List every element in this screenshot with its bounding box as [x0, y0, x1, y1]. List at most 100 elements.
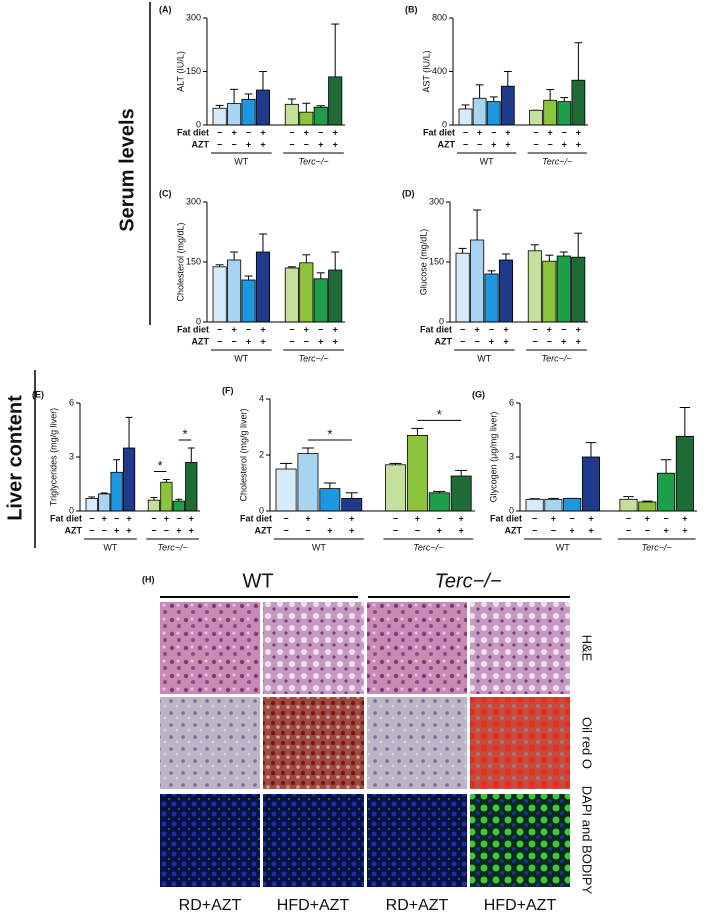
factor-label: AZT [65, 525, 83, 535]
factor-sign: + [231, 324, 236, 334]
micrograph [367, 697, 467, 789]
factor-sign: − [114, 513, 119, 523]
group-label: WT [103, 542, 117, 552]
factor-sign: + [505, 139, 510, 149]
micrograph [160, 697, 260, 789]
panel-label: (E) [32, 389, 44, 399]
bar [529, 109, 543, 126]
panel-label: (B) [405, 4, 418, 14]
factor-sign: + [576, 324, 581, 334]
bar [484, 273, 499, 323]
factor-sign: − [561, 324, 566, 334]
factor-sign: − [246, 127, 251, 137]
bar [525, 498, 544, 512]
bar [212, 266, 227, 323]
y-tick-label: 6 [509, 397, 514, 407]
y-tick-label: 300 [186, 196, 201, 206]
bar [406, 434, 428, 512]
y-axis-label: Glycogen (μg/mg liver) [488, 412, 498, 503]
factor-sign: + [491, 139, 496, 149]
factor-sign: + [333, 336, 338, 346]
group-label: WT [242, 570, 273, 592]
factor-sign: − [626, 525, 631, 535]
factor-label: AZT [192, 139, 210, 149]
bar [341, 497, 363, 512]
group-label: WT [477, 353, 491, 363]
factor-sign: + [318, 139, 323, 149]
stain-label: DAPI and BODIPY [580, 786, 595, 895]
factor-sign: + [246, 139, 251, 149]
group-label: WT [234, 156, 248, 166]
micrograph [470, 794, 570, 887]
panel-label: (H) [142, 574, 155, 584]
factor-sign: + [489, 336, 494, 346]
bar [313, 106, 328, 126]
factor-sign: + [304, 127, 309, 137]
factor-sign: − [491, 127, 496, 137]
factor-sign: − [283, 513, 288, 523]
condition-label: HFD+AZT [277, 897, 350, 914]
factor-sign: − [305, 525, 310, 535]
factor-sign: − [463, 127, 468, 137]
bar [556, 255, 571, 323]
y-tick-label: 0 [69, 505, 74, 515]
factor-sign: − [102, 525, 107, 535]
micrograph [160, 602, 260, 694]
factor-sign: − [393, 513, 398, 523]
micrograph [367, 794, 467, 887]
bar [571, 256, 586, 323]
factor-sign: − [532, 525, 537, 535]
factor-sign: + [474, 324, 479, 334]
y-axis-label: Glucose (mg/dL) [418, 229, 428, 296]
y-tick-label: 150 [429, 256, 444, 266]
y-tick-label: 0 [196, 316, 201, 326]
condition-label: HFD+AZT [484, 897, 557, 914]
bar [458, 108, 473, 126]
factor-sign: − [548, 139, 553, 149]
factor-sign: + [260, 336, 265, 346]
bar [122, 447, 136, 512]
bar [455, 252, 470, 323]
group-label: Terc−/− [434, 570, 501, 592]
factor-sign: + [682, 525, 687, 535]
factor-sign: + [260, 127, 265, 137]
factor-sign: + [102, 513, 107, 523]
factor-sign: + [333, 127, 338, 137]
group-label: Terc−/− [542, 156, 572, 166]
factor-sign: − [231, 139, 236, 149]
factor-sign: − [151, 525, 156, 535]
bar [299, 262, 314, 323]
factor-sign: − [570, 513, 575, 523]
factor-sign: − [474, 336, 479, 346]
bar [472, 97, 487, 126]
factor-sign: + [333, 324, 338, 334]
factor-sign: + [164, 513, 169, 523]
condition-label: RD+AZT [386, 897, 449, 914]
bar [544, 498, 563, 512]
factor-sign: − [289, 139, 294, 149]
factor-label: Fat diet [423, 127, 455, 137]
factor-sign: − [477, 139, 482, 149]
y-tick-label: 2 [259, 449, 264, 459]
group-label: Terc−/− [642, 542, 672, 552]
factor-sign: + [663, 525, 668, 535]
factor-sign: − [663, 513, 668, 523]
micrograph [160, 794, 260, 887]
factor-label: AZT [505, 525, 523, 535]
bar [255, 251, 271, 323]
bar [284, 103, 299, 126]
micrograph [263, 697, 364, 789]
image-grid [160, 602, 570, 887]
factor-sign: − [533, 139, 538, 149]
stain-label: H&E [580, 635, 595, 662]
factor-sign: − [304, 139, 309, 149]
factor-sign: − [318, 127, 323, 137]
group-label: WT [234, 353, 248, 363]
factor-label: Fat diet [177, 324, 209, 334]
bar [619, 498, 638, 512]
factor-sign: + [176, 525, 181, 535]
factor-sign: + [548, 127, 553, 137]
factor-sign: + [505, 127, 510, 137]
bar [527, 250, 542, 323]
